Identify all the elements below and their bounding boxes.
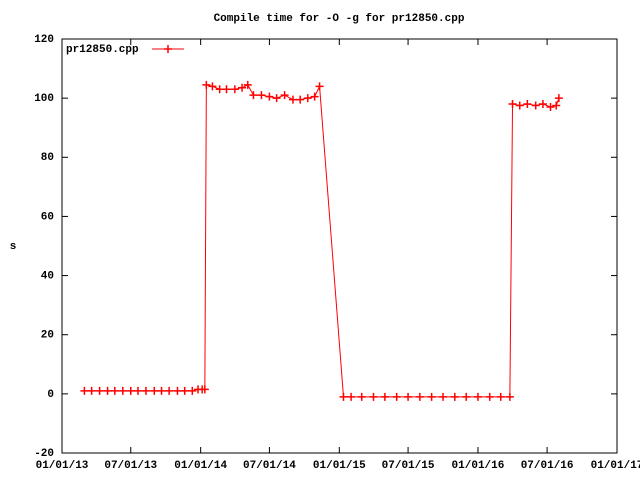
point-marker: [222, 85, 231, 94]
point-marker: [496, 392, 505, 401]
point-marker: [415, 392, 424, 401]
point-marker: [531, 101, 540, 110]
y-tick-label: 40: [41, 270, 54, 282]
x-tick-label: 01/01/17: [591, 460, 640, 472]
point-marker: [288, 95, 297, 104]
point-marker: [369, 392, 378, 401]
point-marker: [485, 392, 494, 401]
point-marker: [546, 103, 555, 112]
point-marker: [150, 386, 159, 395]
y-tick-label: 80: [41, 152, 54, 164]
point-marker: [238, 83, 247, 92]
point-marker: [110, 386, 119, 395]
point-marker: [347, 392, 356, 401]
point-marker: [357, 392, 366, 401]
point-marker: [133, 386, 142, 395]
point-marker: [505, 392, 514, 401]
y-tick-label: 20: [41, 330, 54, 342]
point-marker: [303, 94, 312, 103]
x-tick-label: 01/01/16: [452, 460, 505, 472]
point-marker: [280, 91, 289, 100]
point-marker: [230, 85, 239, 94]
point-marker: [427, 392, 436, 401]
point-marker: [272, 94, 281, 103]
point-marker: [265, 92, 274, 101]
point-marker: [157, 386, 166, 395]
point-marker: [208, 82, 217, 91]
point-marker: [200, 385, 209, 394]
point-marker: [188, 386, 197, 395]
x-tick-label: 07/01/15: [382, 460, 435, 472]
point-marker: [552, 101, 561, 110]
point-marker: [95, 386, 104, 395]
point-marker: [215, 85, 224, 94]
point-marker: [180, 386, 189, 395]
point-marker: [450, 392, 459, 401]
point-marker: [141, 386, 150, 395]
legend-label: pr12850.cpp: [66, 44, 139, 56]
y-tick-label: 100: [34, 93, 54, 105]
y-tick-label: -20: [34, 448, 54, 460]
chart-title: Compile time for -O -g for pr12850.cpp: [214, 13, 465, 25]
point-marker: [165, 386, 174, 395]
point-marker: [310, 92, 319, 101]
point-marker: [173, 386, 182, 395]
x-tick-label: 07/01/16: [521, 460, 574, 472]
point-marker: [523, 100, 532, 109]
x-tick-label: 01/01/15: [313, 460, 366, 472]
point-marker: [296, 95, 305, 104]
point-marker: [103, 386, 112, 395]
point-marker: [257, 91, 266, 100]
point-marker: [118, 386, 127, 395]
point-marker: [249, 91, 258, 100]
point-marker: [126, 386, 135, 395]
point-marker: [462, 392, 471, 401]
point-marker: [473, 392, 482, 401]
y-axis-label: s: [10, 241, 17, 253]
x-tick-label: 07/01/13: [104, 460, 157, 472]
point-marker: [380, 392, 389, 401]
point-marker: [508, 100, 517, 109]
y-tick-label: 120: [34, 34, 54, 46]
x-tick-label: 01/01/14: [174, 460, 227, 472]
point-marker: [515, 101, 524, 110]
x-tick-label: 01/01/13: [36, 460, 89, 472]
y-tick-label: 60: [41, 211, 54, 223]
point-marker: [538, 100, 547, 109]
point-marker: [80, 386, 89, 395]
point-marker: [87, 386, 96, 395]
y-tick-label: 0: [47, 389, 54, 401]
point-marker: [404, 392, 413, 401]
series-line: [84, 84, 560, 398]
point-marker: [392, 392, 401, 401]
point-marker: [339, 392, 348, 401]
point-marker: [243, 80, 252, 89]
point-marker: [202, 80, 211, 89]
x-tick-label: 07/01/14: [243, 460, 296, 472]
point-marker: [439, 392, 448, 401]
point-marker: [315, 82, 324, 91]
legend-marker: [164, 45, 172, 53]
point-marker: [554, 94, 563, 103]
